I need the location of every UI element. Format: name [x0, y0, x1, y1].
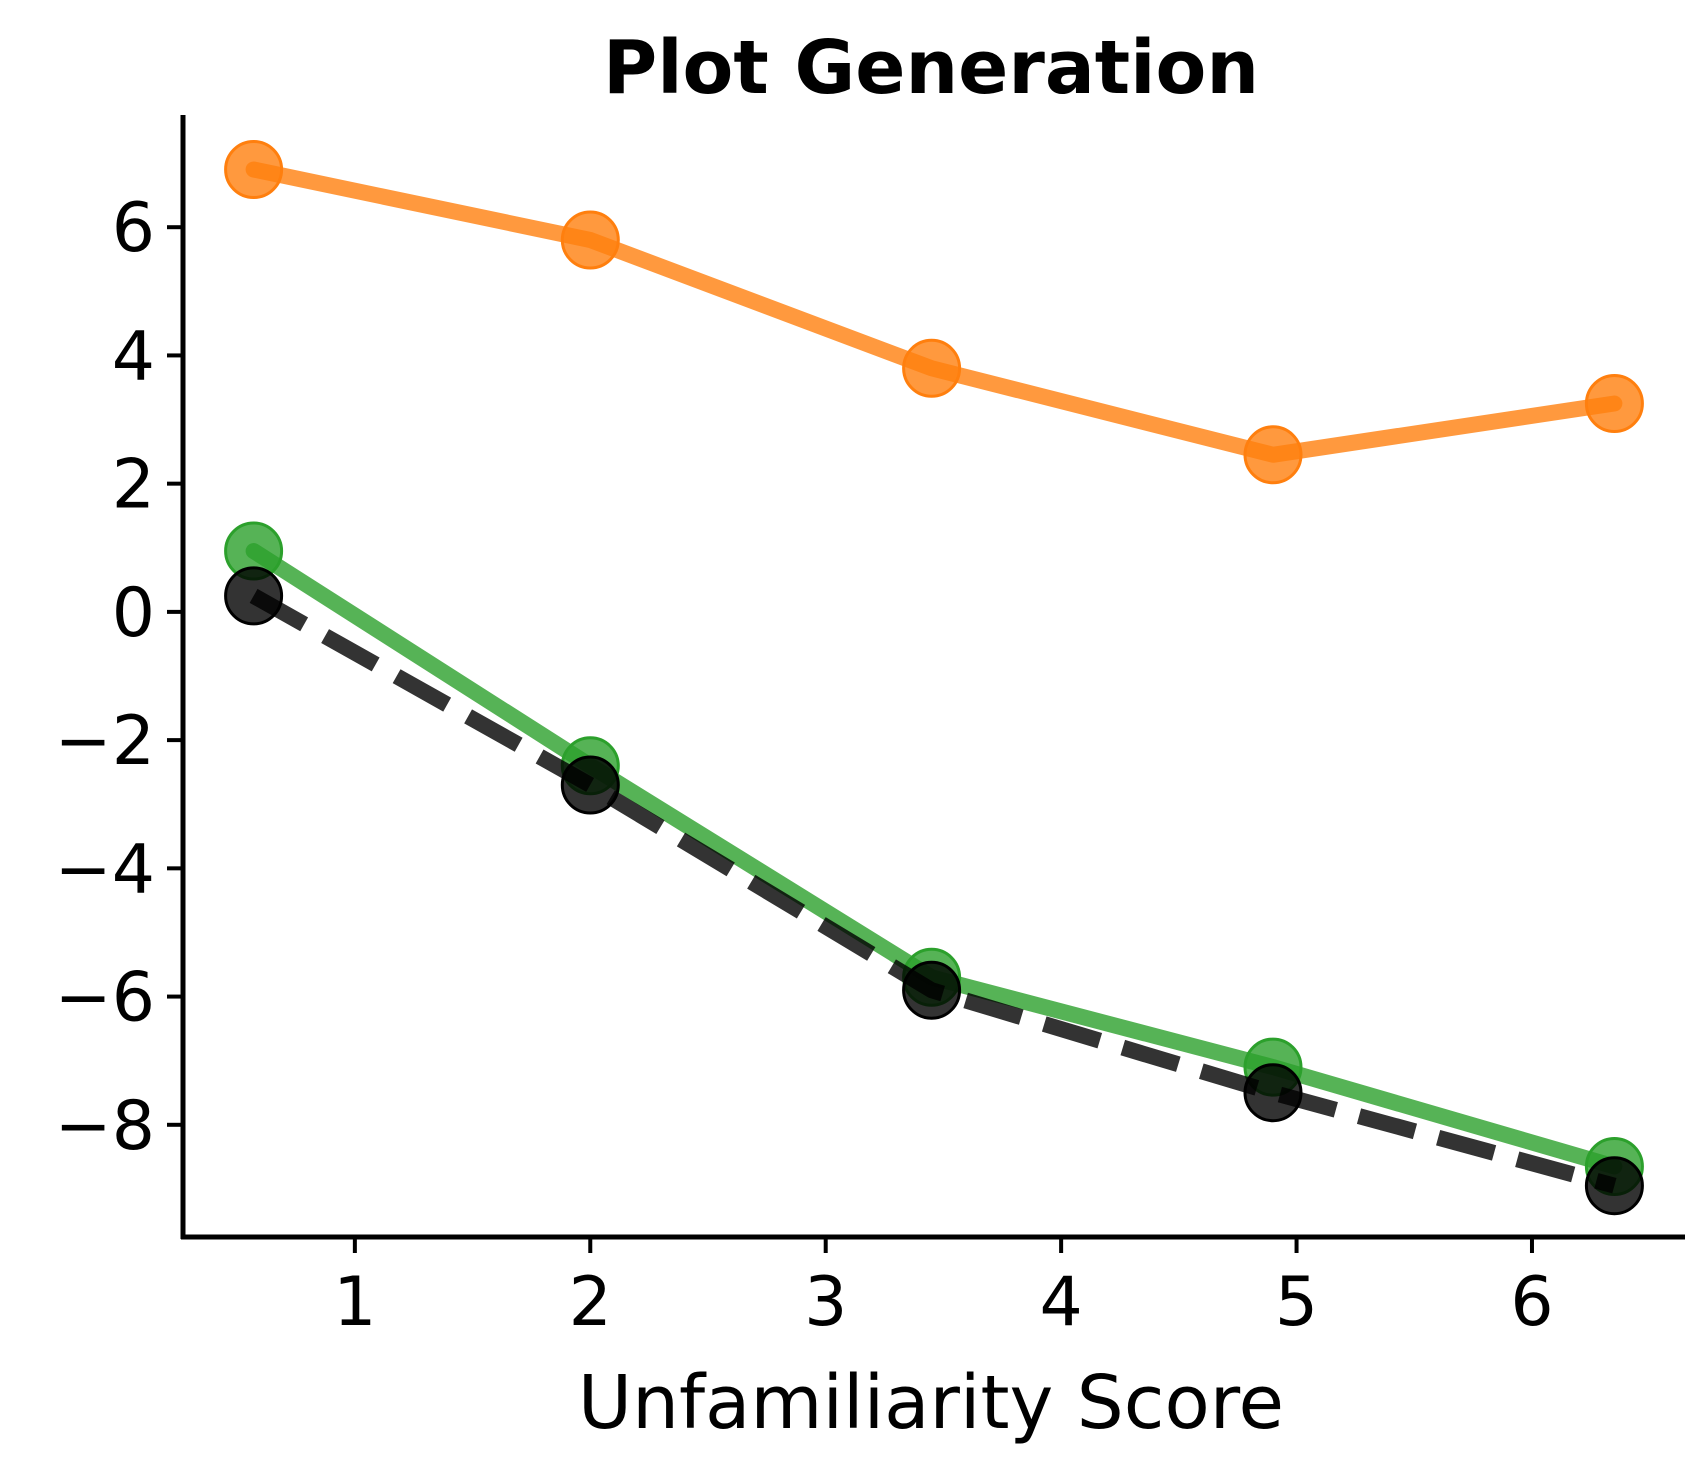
- series-point-black-5: [1584, 1156, 1644, 1216]
- y-tick-label-4: 4: [112, 317, 155, 396]
- x-tick-label-1: 1: [333, 1263, 376, 1342]
- series-line-orange: [245, 161, 1623, 463]
- x-tick-label-3: 3: [804, 1263, 847, 1342]
- x-tick-label-6: 6: [1510, 1263, 1553, 1342]
- x-tick-label-4: 4: [1039, 1263, 1082, 1342]
- series-point-black-3: [902, 960, 962, 1020]
- series-point-orange-2: [560, 210, 620, 270]
- series-point-orange-5: [1584, 374, 1644, 433]
- series-layer: [224, 140, 1644, 1216]
- x-axis-label: Unfamiliarity Score: [578, 1360, 1284, 1446]
- y-tick-label--2: −2: [55, 702, 155, 781]
- x-tick-label-5: 5: [1275, 1263, 1318, 1342]
- series-point-black-2: [560, 755, 620, 815]
- series-point-orange-3: [902, 338, 962, 398]
- y-tick-label--8: −8: [55, 1087, 155, 1166]
- y-tick-label--4: −4: [55, 830, 155, 909]
- series-line-green: [245, 543, 1623, 1175]
- y-tick-label-6: 6: [112, 189, 155, 268]
- y-tick-label--6: −6: [55, 959, 155, 1038]
- y-tick-label-0: 0: [112, 574, 155, 653]
- axes-layer: 1 2 3 4 5 6 −8 −6 −4 −2 0 2 4 6: [55, 115, 1685, 1342]
- series-point-orange-1: [224, 140, 284, 199]
- series-point-orange-4: [1243, 425, 1303, 485]
- series-point-black-4: [1243, 1063, 1303, 1123]
- series-point-black-1: [224, 566, 284, 626]
- x-tick-label-2: 2: [569, 1263, 612, 1342]
- chart-title: Plot Generation: [603, 25, 1259, 111]
- y-tick-label-2: 2: [112, 446, 155, 525]
